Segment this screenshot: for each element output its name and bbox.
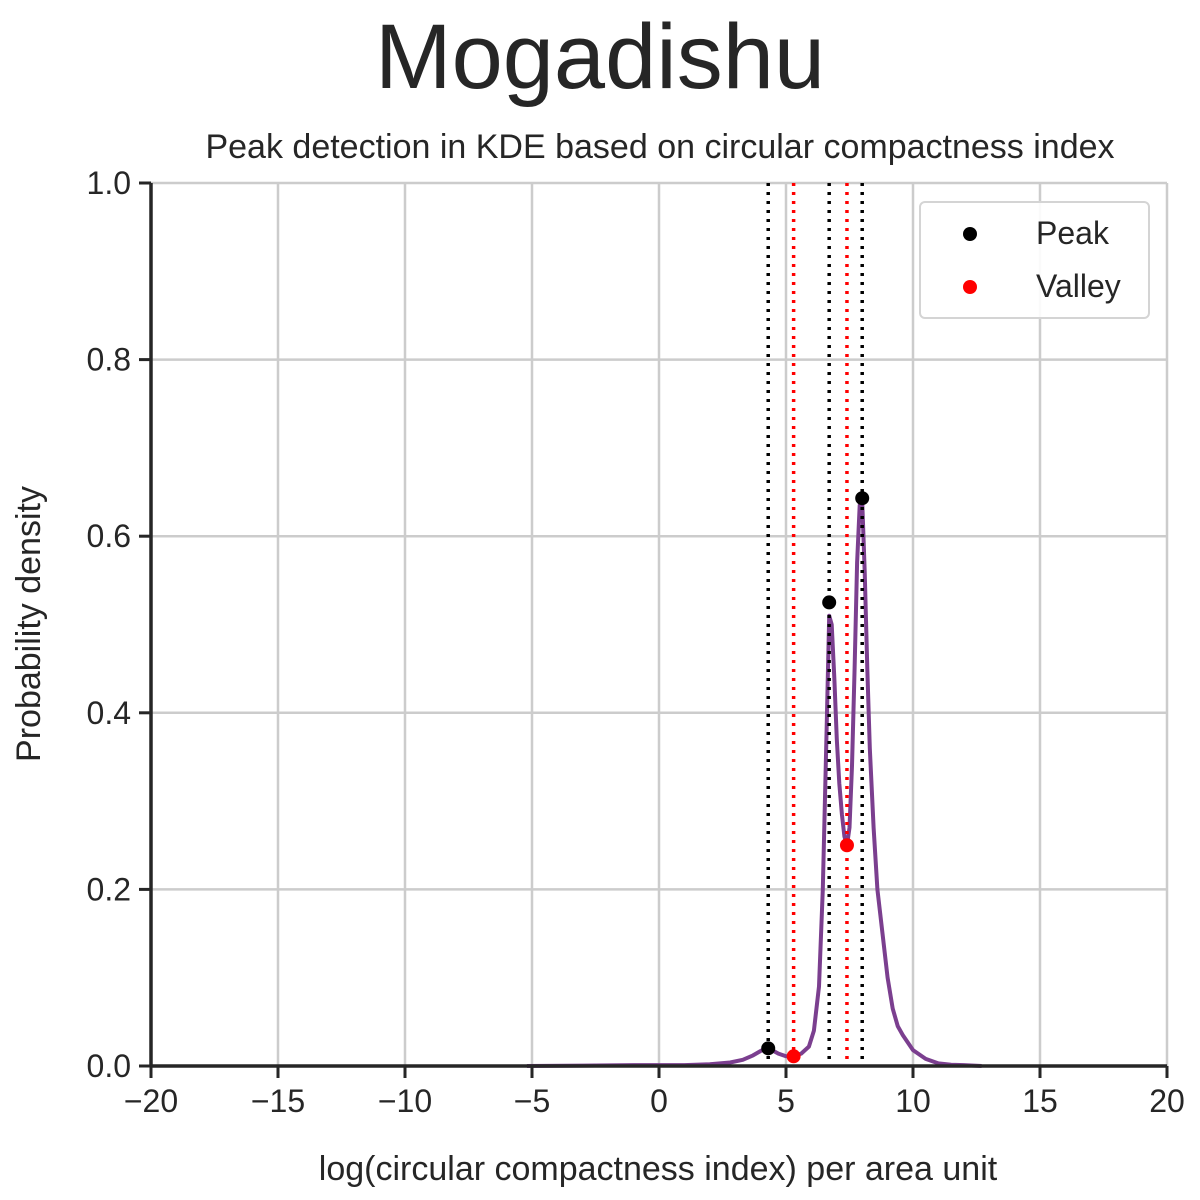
y-tick-label: 0.6: [87, 518, 131, 554]
y-tick-label: 0.8: [87, 342, 131, 378]
x-axis-label: log(circular compactness index) per area…: [319, 1150, 998, 1188]
y-axis-label: Probability density: [10, 486, 48, 762]
valley-point: [786, 1049, 801, 1064]
legend-box: [919, 201, 1150, 319]
peak-point: [761, 1041, 776, 1056]
chart-suptitle: Mogadishu: [375, 6, 825, 108]
kde-curve-line: [526, 498, 982, 1068]
x-tick-label: 0: [650, 1083, 668, 1119]
y-tick-label: 1.0: [87, 165, 131, 201]
legend-peak-label: Peak: [1036, 215, 1110, 251]
x-tick-label: −20: [124, 1083, 178, 1119]
x-tick-label: 20: [1149, 1083, 1185, 1119]
peak-point: [855, 491, 870, 506]
peak-point: [822, 595, 837, 610]
chart-title: Peak detection in KDE based on circular …: [205, 128, 1114, 166]
y-tick-label: 0.0: [87, 1048, 131, 1084]
x-tick-label: 10: [895, 1083, 931, 1119]
x-tick-label: −5: [514, 1083, 550, 1119]
legend-valley-label: Valley: [1036, 268, 1121, 304]
legend-peak-marker: [963, 227, 977, 241]
x-tick-label: −15: [251, 1083, 305, 1119]
plot-area: −20 −15 −10 −5 0 5 10 15 20 0.0 0.2 0.4 0.6 0.8 1.0 Pea…: [87, 165, 1185, 1119]
valley-point: [839, 838, 854, 853]
x-tick-label: 15: [1022, 1083, 1058, 1119]
x-tick-label: 5: [777, 1083, 795, 1119]
x-tick-label: −10: [378, 1083, 432, 1119]
y-tick-label: 0.2: [87, 871, 131, 907]
y-tick-label: 0.4: [87, 695, 131, 731]
legend-valley-marker: [963, 280, 977, 294]
